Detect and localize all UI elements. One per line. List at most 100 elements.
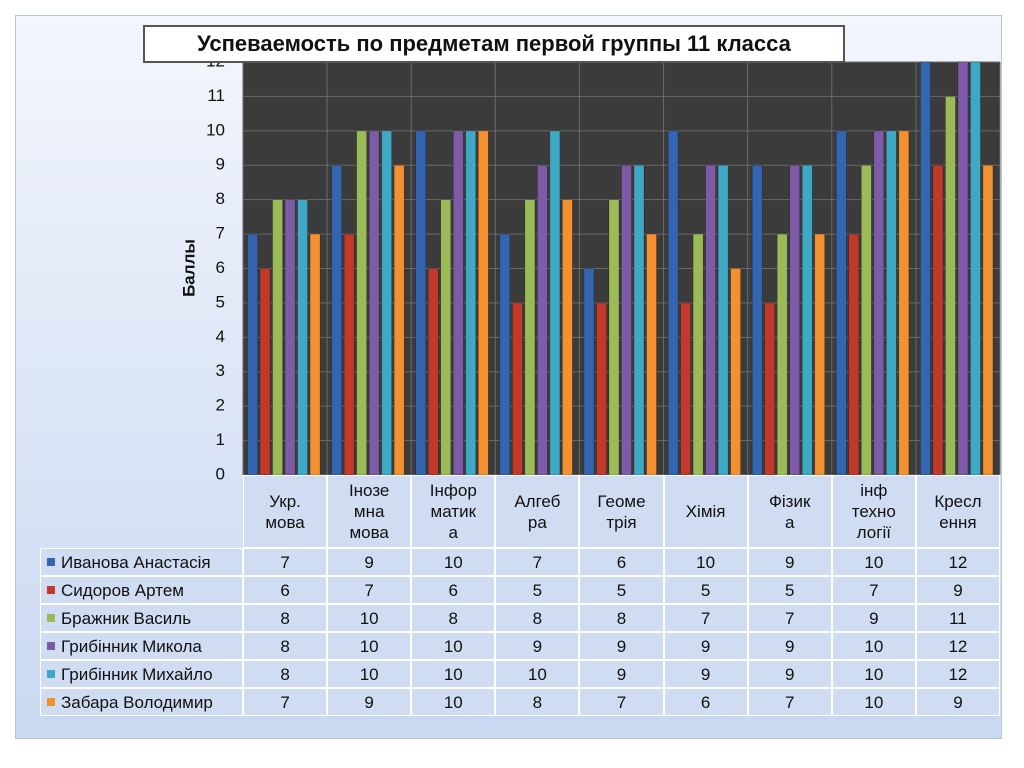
bar [356,130,367,476]
bar [596,302,607,476]
category-label: Кресл ення [915,475,1000,548]
table-value: 6 [663,688,748,716]
bar [381,130,392,476]
table-value: 7 [663,604,748,632]
legend-label: Грибінник Микола [61,636,202,656]
bar [886,130,897,476]
bar [415,130,427,476]
bar [751,164,763,476]
table-value: 8 [243,632,328,660]
table-value: 8 [495,604,580,632]
category-label: Інозе мна мова [327,475,412,548]
legend-label: Грибінник Михайло [61,664,213,684]
table-value: 10 [831,548,916,576]
table-value: 12 [915,632,1000,660]
table-value: 10 [327,660,412,688]
legend-label: Иванова Анастасія [61,552,211,572]
bar [499,233,511,476]
y-tick-label: 9 [216,155,225,174]
legend-label: Сидоров Артем [61,580,184,600]
table-value: 10 [411,548,496,576]
table-value: 8 [411,604,496,632]
table-value: 10 [831,688,916,716]
table-value: 10 [495,660,580,688]
y-tick-label: 3 [216,361,225,380]
legend-entry: Грибінник Михайло [40,660,243,688]
table-value: 5 [747,576,832,604]
table-value: 7 [831,576,916,604]
bar [764,302,776,476]
bar [692,233,704,476]
y-axis-title: Баллы [179,239,198,297]
table-value: 10 [327,604,412,632]
table-value: 9 [747,660,832,688]
y-tick-label: 1 [216,430,225,449]
table-value: 12 [915,660,1000,688]
chart-title: Успеваемость по предметам первой группы … [143,25,845,63]
table-value: 10 [831,660,916,688]
bar [524,199,536,476]
table-value: 9 [327,548,412,576]
y-tick-label: 6 [216,258,225,277]
table-value: 6 [411,576,496,604]
bar [549,130,561,476]
bar [848,233,860,476]
table-value: 5 [579,576,664,604]
bar [272,199,283,476]
table-value: 9 [579,632,664,660]
legend-entry: Бражник Василь [40,604,243,632]
bar [898,130,910,476]
bar [945,96,956,476]
category-label: інф техно логії [831,475,916,548]
bar [477,130,489,476]
bar [259,268,271,476]
table-value: 7 [327,576,412,604]
table-value: 8 [243,660,328,688]
bar [633,164,645,476]
bar [537,164,548,476]
table-value: 9 [327,688,412,716]
table-value: 9 [831,604,916,632]
bar [427,268,439,476]
table-value: 9 [663,660,748,688]
table-value: 9 [747,632,832,660]
category-label: Алгеб ра [495,475,580,548]
table-value: 10 [411,632,496,660]
table-value: 8 [495,688,580,716]
category-label: Фізик а [747,475,832,548]
bar [465,130,477,476]
table-value: 10 [327,632,412,660]
bar [836,130,847,476]
table-value: 9 [915,688,1000,716]
bar [717,164,729,476]
bar [730,268,741,476]
y-tick-label: 2 [216,396,225,415]
y-tick-label: 7 [216,224,225,243]
legend-key [47,698,55,706]
bar [814,233,826,476]
legend-key [47,558,55,566]
bar [512,302,523,476]
category-label: Хімія [663,475,748,548]
bar [789,164,801,476]
bar [393,164,405,476]
category-label: Укр. мова [243,475,328,548]
bar [343,233,355,476]
table-value: 5 [663,576,748,604]
legend-entry: Забара Володимир [40,688,243,716]
legend-entry: Иванова Анастасія [40,548,243,576]
bar [583,268,595,476]
table-value: 9 [747,548,832,576]
bar [776,233,788,476]
table-value: 5 [495,576,580,604]
bar [646,233,657,476]
table-value: 7 [243,688,328,716]
legend-entry: Грибінник Микола [40,632,243,660]
bar [982,164,994,476]
y-tick-label: 8 [216,189,225,208]
table-value: 7 [747,688,832,716]
table-value: 9 [495,632,580,660]
table-value: 10 [411,688,496,716]
